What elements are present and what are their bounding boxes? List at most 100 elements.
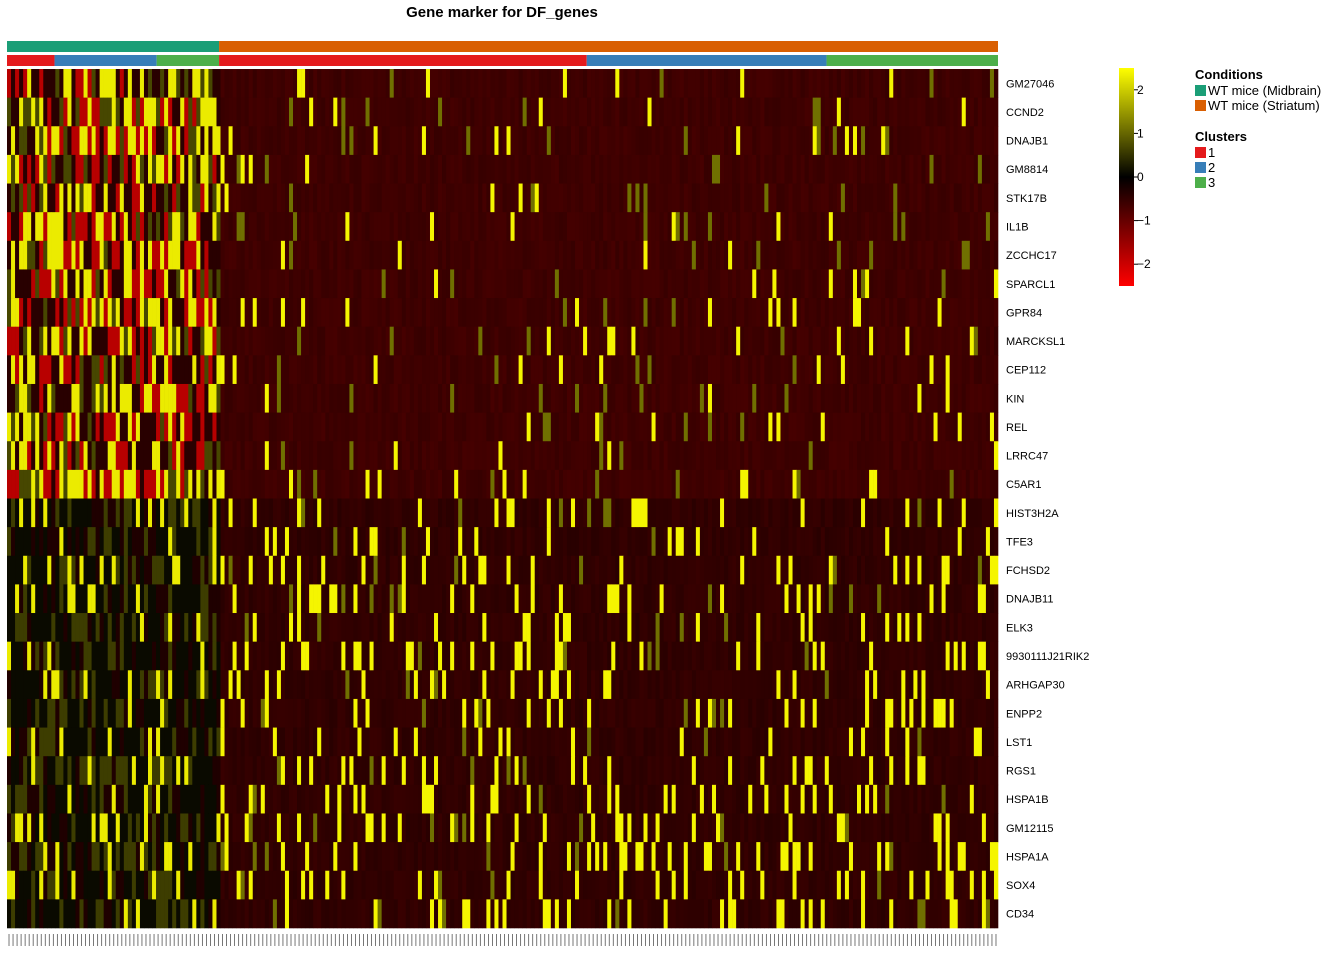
heatmap-cell: [115, 584, 121, 614]
heatmap-cell: [99, 584, 104, 614]
heatmap-cell: [59, 412, 64, 442]
heatmap-cell: [861, 412, 866, 442]
heatmap-cell: [897, 97, 902, 127]
heatmap-cell: [800, 555, 805, 585]
heatmap-cell: [176, 269, 181, 299]
heatmap-cell: [482, 126, 487, 156]
heatmap-cell: [192, 298, 197, 327]
heatmap-cell: [184, 469, 189, 499]
heatmap-cell: [478, 613, 483, 642]
heatmap-cell: [506, 97, 511, 127]
heatmap-cell: [989, 269, 995, 299]
heatmap-cell: [27, 97, 32, 127]
heatmap-cell: [381, 69, 386, 98]
heatmap-cell: [244, 412, 250, 442]
heatmap-cell: [474, 469, 479, 499]
heatmap-cell: [168, 355, 173, 385]
heatmap-cell: [297, 97, 302, 127]
heatmap-cell: [63, 383, 68, 413]
heatmap-cell: [776, 383, 781, 413]
heatmap-cell: [683, 326, 689, 356]
heatmap-cell: [611, 154, 616, 184]
heatmap-cell: [510, 154, 515, 184]
heatmap-cell: [844, 326, 850, 356]
heatmap-cell: [675, 383, 681, 413]
heatmap-cell: [401, 183, 407, 213]
heatmap-cell: [421, 326, 427, 356]
heatmap-cell: [111, 126, 117, 156]
heatmap-cell: [458, 383, 463, 413]
heatmap-cell: [949, 298, 954, 327]
heatmap-cell: [949, 154, 954, 184]
heatmap-cell: [462, 412, 467, 442]
heatmap-cell: [15, 498, 20, 528]
heatmap-cell: [272, 613, 278, 642]
heatmap-cell: [917, 412, 922, 442]
heatmap-cell: [603, 469, 608, 499]
heatmap-cell: [345, 97, 350, 127]
heatmap-cell: [707, 355, 713, 385]
heatmap-cell: [55, 326, 60, 356]
heatmap-cell: [554, 527, 560, 557]
heatmap-cell: [293, 555, 298, 585]
heatmap-cell: [43, 326, 48, 356]
heatmap-cell: [425, 527, 431, 557]
heatmap-cell: [305, 97, 310, 127]
heatmap-cell: [244, 584, 250, 614]
heatmap-cell: [675, 555, 681, 585]
heatmap-cell: [59, 584, 64, 614]
heatmap-cell: [95, 555, 100, 585]
heatmap-cell: [498, 527, 503, 557]
heatmap-cell: [15, 212, 20, 242]
heatmap-cell: [192, 527, 197, 557]
heatmap-cell: [885, 441, 890, 471]
heatmap-cell: [107, 212, 113, 242]
heatmap-cell: [276, 212, 282, 242]
heatmap-cell: [744, 613, 749, 642]
heatmap-cell: [385, 97, 390, 127]
heatmap-cell: [812, 154, 818, 184]
heatmap-cell: [446, 498, 451, 528]
heatmap-cell: [643, 183, 648, 213]
heatmap-cell: [200, 441, 205, 471]
heatmap-cell: [248, 498, 254, 528]
heatmap-cell: [288, 441, 294, 471]
heatmap-cell: [216, 441, 221, 471]
heatmap-cell: [357, 498, 362, 528]
heatmap-cell: [164, 469, 169, 499]
heatmap-cell: [107, 154, 113, 184]
heatmap-cell: [212, 154, 217, 184]
heatmap-cell: [264, 584, 270, 614]
heatmap-cell: [462, 97, 467, 127]
heatmap-cell: [703, 613, 709, 642]
heatmap-cell: [554, 441, 560, 471]
heatmap-cell: [570, 469, 576, 499]
heatmap-cell: [905, 527, 910, 557]
heatmap-cell: [498, 97, 503, 127]
heatmap-cell: [587, 97, 592, 127]
heatmap-cell: [7, 183, 12, 213]
heatmap-cell: [458, 69, 463, 98]
heatmap-cell: [156, 555, 161, 585]
heatmap-cell: [425, 498, 431, 528]
heatmap-cell: [603, 298, 608, 327]
heatmap-cell: [679, 584, 685, 614]
heatmap-cell: [816, 154, 822, 184]
heatmap-cell: [655, 613, 660, 642]
heatmap-cell: [321, 154, 326, 184]
heatmap-cell: [836, 69, 842, 98]
heatmap-cell: [192, 240, 197, 270]
heatmap-cell: [204, 641, 209, 671]
heatmap-cell: [301, 183, 306, 213]
heatmap-cell: [679, 469, 685, 499]
heatmap-cell: [389, 69, 395, 98]
heatmap-cell: [836, 126, 842, 156]
heatmap-cell: [345, 613, 350, 642]
heatmap-cell: [47, 355, 52, 385]
heatmap-cell: [695, 212, 701, 242]
heatmap-cell: [881, 154, 886, 184]
heatmap-cell: [377, 183, 382, 213]
heatmap-cell: [204, 555, 209, 585]
heatmap-cell: [901, 469, 906, 499]
heatmap-cell: [365, 212, 370, 242]
